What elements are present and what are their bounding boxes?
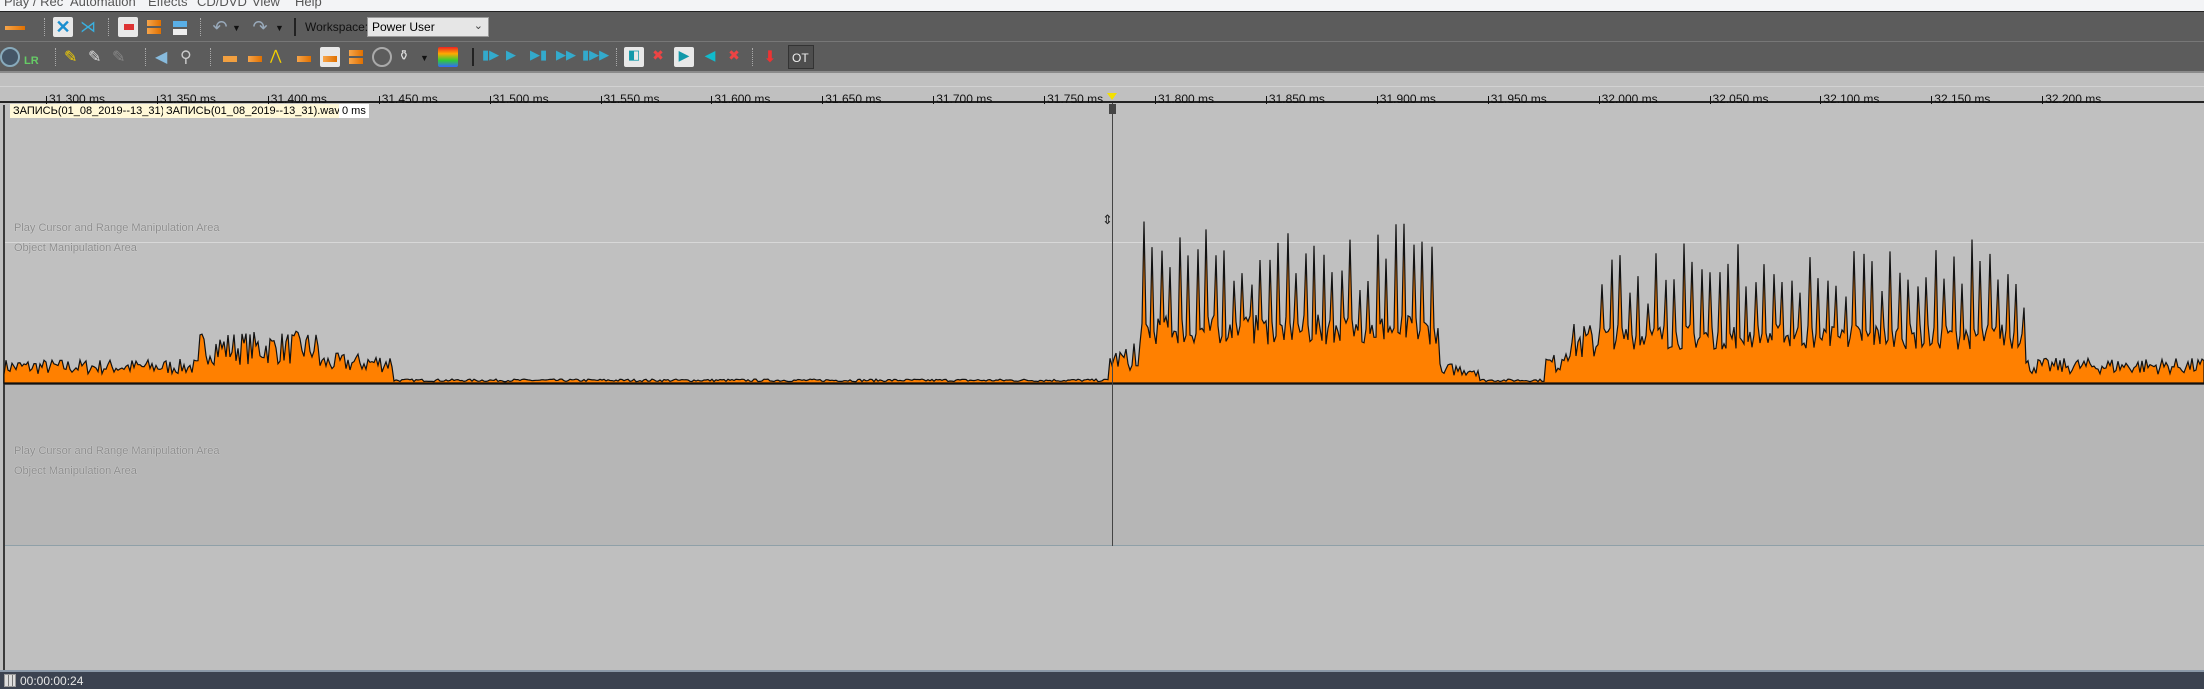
ruler-tick: 32.200 ms: [2042, 92, 2102, 106]
spectrum-icon[interactable]: [438, 47, 458, 67]
scrub-icon[interactable]: ⚲: [180, 49, 192, 66]
ruler-tick: 31.650 ms: [822, 92, 882, 106]
ruler-tick: 31.400 ms: [267, 92, 327, 106]
cursor-pointer-icon: ⇕: [1102, 212, 1113, 227]
ruler-tick: 32.100 ms: [1820, 92, 1880, 106]
import-icon[interactable]: ⬇: [763, 49, 777, 66]
play-cursor-line[interactable]: [1112, 103, 1113, 546]
eraser-icon[interactable]: ✎: [112, 49, 126, 66]
pencil-icon[interactable]: ✎: [64, 49, 78, 66]
workspace-label: Workspace:: [305, 20, 369, 34]
menu-play-rec[interactable]: Play / Rec: [4, 0, 64, 9]
undo-icon[interactable]: ↶: [212, 17, 228, 37]
workspace-select[interactable]: Power User ⌄: [367, 17, 489, 37]
ot-button[interactable]: OT: [788, 45, 814, 69]
ruler-tick: 31.300 ms: [45, 92, 106, 106]
target-icon[interactable]: [372, 47, 392, 67]
marker-play-icon[interactable]: ▶▶: [556, 47, 576, 62]
speaker-icon[interactable]: ◀: [155, 49, 168, 66]
redo-icon[interactable]: ↷: [252, 17, 268, 37]
marker-start-icon[interactable]: ▮▶: [482, 47, 500, 62]
fade-icon[interactable]: ⋀: [270, 47, 282, 63]
clip-name[interactable]: ЗАПИСЬ(01_08_2019--13_31): [10, 104, 168, 118]
track-layout-icon[interactable]: [144, 17, 164, 37]
crossfade-icon[interactable]: ✕: [53, 17, 73, 37]
ruler-tick: 31.900 ms: [1376, 92, 1436, 106]
menu-automation[interactable]: Automation: [70, 0, 136, 9]
main-toolbar: ✕ ⋊ ↶ ▼ ↷ ▼ Workspace: Power User ⌄: [0, 12, 2204, 42]
undo-dropdown-icon[interactable]: ▼: [232, 23, 241, 33]
ruler-tick: 31.350 ms: [156, 92, 216, 106]
tools-toolbar: LR ✎ ✎ ✎ ◀ ⚲ ⋀ ⚱ ▼ ▮▶ ▶ ▶▮ ▶▶ ▮▶▶ ◧ ✖ ▶ …: [0, 42, 2204, 73]
play-cursor-area-hint-2: Play Cursor and Range Manipulation Area: [14, 445, 220, 457]
workspace-value: Power User: [372, 20, 435, 34]
ruler-tick: 31.500 ms: [489, 92, 549, 106]
marker-left-icon[interactable]: ◀: [704, 47, 716, 63]
loop-icon[interactable]: ◧: [624, 47, 644, 67]
ruler-tick: 31.450 ms: [378, 92, 438, 106]
ruler-tick: 31.800 ms: [1154, 92, 1215, 106]
track-list-icon[interactable]: [170, 17, 190, 37]
marker-set-icon[interactable]: ▶: [674, 47, 694, 67]
ruler-tick: 31.550 ms: [600, 92, 660, 106]
ruler-tick: 31.700 ms: [933, 92, 993, 106]
marker-prev-icon[interactable]: ▶: [506, 47, 516, 62]
menu-view[interactable]: View: [252, 0, 280, 9]
marker-red-icon[interactable]: ✖: [652, 47, 664, 63]
object-area-hint-2: Object Manipulation Area: [14, 465, 137, 477]
waveform: [3, 221, 2204, 385]
status-toggle-button[interactable]: [4, 674, 16, 687]
clip-file-name[interactable]: ЗАПИСЬ(01_08_2019--13_31).wav: [163, 104, 343, 118]
play-cursor-area-hint: Play Cursor and Range Manipulation Area: [14, 222, 220, 234]
draw-envelope-icon[interactable]: ✎: [88, 49, 102, 66]
track-lane-2[interactable]: [4, 384, 2204, 546]
object-area-hint: Object Manipulation Area: [14, 242, 137, 254]
status-bar: 00:00:00:24: [0, 670, 2204, 689]
ruler-tick: 31.600 ms: [711, 92, 771, 106]
mode-dropdown[interactable]: [2, 17, 32, 37]
ruler-tick: 32.050 ms: [1709, 92, 1769, 106]
zoom-tool-icon[interactable]: [0, 47, 20, 67]
crossfade-alt-icon[interactable]: ⋊: [80, 19, 96, 36]
range-icon[interactable]: [320, 47, 340, 67]
split-icon[interactable]: [294, 47, 314, 67]
volume-dropdown-icon[interactable]: ▼: [420, 53, 429, 63]
lock-icon[interactable]: [220, 47, 240, 67]
menu-cd-dvd[interactable]: CD/DVD: [197, 0, 247, 9]
chevron-down-icon: ⌄: [473, 20, 483, 32]
ruler-tick: 31.750 ms: [1044, 92, 1104, 106]
menu-help[interactable]: Help: [295, 0, 322, 9]
status-time: 00:00:00:24: [20, 674, 84, 688]
play-cursor-grip[interactable]: [1109, 104, 1116, 114]
volume-icon[interactable]: ⚱: [398, 47, 410, 63]
marker-delete-icon[interactable]: ✖: [728, 47, 740, 63]
play-cursor-handle[interactable]: [1107, 93, 1117, 100]
time-ruler[interactable]: 31.300 ms 31.350 ms 31.400 ms 31.450 ms 31.5…: [0, 75, 2204, 106]
redo-dropdown-icon[interactable]: ▼: [275, 23, 284, 33]
marker-next-icon[interactable]: ▶▮: [530, 47, 548, 62]
lr-tool-icon[interactable]: LR: [24, 55, 39, 67]
ruler-tick: 31.850 ms: [1265, 92, 1325, 106]
ruler-tick: 32.150 ms: [1931, 92, 1991, 106]
menu-bar: Play / Rec Automation Effects CD/DVD Vie…: [0, 0, 2204, 12]
ruler-tick: 32.000 ms: [1598, 92, 1658, 106]
marker-end-icon[interactable]: ▮▶▶: [582, 47, 610, 62]
multi-object-icon[interactable]: [346, 47, 366, 67]
ruler-tick: 31.950 ms: [1487, 92, 1547, 106]
waveform-shape: [3, 221, 2204, 384]
snap-magnet-icon[interactable]: [118, 17, 138, 37]
clip-offset: 0 ms: [339, 104, 369, 118]
menu-effects[interactable]: Effects: [148, 0, 188, 9]
object-icon[interactable]: [245, 47, 265, 67]
